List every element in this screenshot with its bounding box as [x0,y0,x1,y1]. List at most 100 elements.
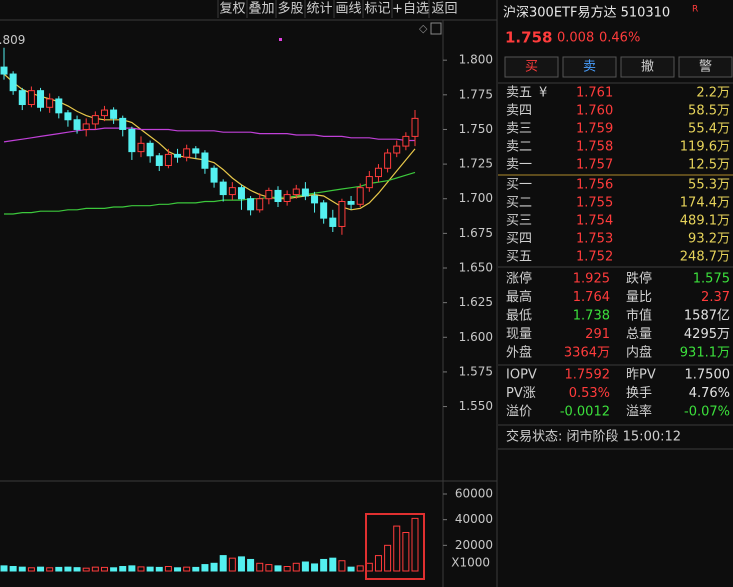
window-icon[interactable] [430,22,442,35]
y-tick-label: 1.550 [459,399,493,413]
stat-value: 4.76% [689,386,730,401]
y-tick-label: 1.600 [459,330,493,344]
candle-body [91,115,99,125]
toolbar-button[interactable]: 复权 [219,1,245,17]
volume-bar [119,566,127,572]
volume-bar [183,566,191,572]
toolbar-button[interactable]: 标记 [364,2,390,17]
candle-body [210,167,218,183]
volume-bar [0,565,8,572]
volume-bar [374,555,382,572]
volume-bar [155,566,163,572]
high-label: 1.809 [0,33,25,47]
diamond-icon[interactable]: ◇ [419,22,428,35]
stat-value: 2.37 [701,290,730,305]
book-label: 买一 [506,178,532,193]
candle-body [0,66,8,75]
volume-tick-label: 20000 [455,538,493,552]
action-button[interactable] [562,56,617,78]
stat-value: 1.738 [573,309,610,324]
stat-label: 跌停 [626,271,652,287]
change: 0.008 [557,31,594,46]
candle-body [256,198,264,211]
volume-bar [82,567,90,572]
action-button-label[interactable]: 撤 [641,59,654,75]
candle-body [274,189,282,203]
candle-body [18,90,26,106]
toolbar-button[interactable]: 多股 [277,1,303,17]
volume-bar [174,567,182,572]
book-label: 卖四 [506,104,532,119]
volume-bar [210,562,218,572]
stat-value: 0.53% [569,386,610,401]
volume-bar [27,567,35,572]
candle-body [265,189,273,200]
volume-bar [237,556,245,572]
toolbar-button[interactable]: +自选 [392,2,429,17]
last-price: 1.758 [505,29,552,47]
volume-bar [274,565,282,572]
candle-body [183,148,191,158]
candle-body [137,142,145,153]
candle-body [164,153,172,166]
stat-value: 1.764 [573,290,610,305]
stat-label: 现量 [506,327,532,342]
action-button-label[interactable]: 买 [525,60,538,75]
action-button-label[interactable]: 卖 [583,60,596,75]
stat-label: 总量 [626,327,652,342]
volume-bar [356,565,364,572]
volume-bar [256,562,264,572]
quote-panel: 沪深300ETF易方达 510310 R 1.758 0.008 0.46% 买 卖 撤 警卖五… [498,5,733,450]
book-volume: 119.6万 [680,140,730,155]
candle-body [46,98,54,108]
action-button-label[interactable]: 警 [699,59,712,75]
action-button[interactable] [620,56,675,78]
toolbar-button[interactable]: 统计 [306,2,332,17]
stat-value: 931.1万 [680,346,730,361]
book-label: 买三 [506,214,532,229]
candle-body [393,145,401,154]
volume-tick-label: 60000 [455,487,493,501]
y-tick-label: 1.750 [459,122,493,136]
candle-body [365,176,373,189]
stat-label: 最高 [506,289,532,305]
volume-bar [283,566,291,572]
book-price: 1.758 [576,140,613,155]
y-tick-label: 1.575 [459,364,493,378]
stat-label: 最低 [506,309,532,324]
action-button[interactable] [504,56,559,78]
candle-body [146,142,154,157]
volume-bar [201,564,209,572]
stat-value: 4295万 [684,327,730,342]
book-volume: 12.5万 [688,158,730,173]
y-tick-label: 1.725 [459,157,493,171]
volume-bar [137,566,145,572]
candle-body [119,117,127,130]
volume-bar [384,544,392,572]
toolbar-button[interactable]: 叠加 [248,2,274,17]
moving-average [3,127,415,143]
book-volume: 55.3万 [688,178,730,193]
book-volume: 2.2万 [696,86,730,101]
candle-body [283,194,291,203]
stat-label: 涨停 [506,271,532,287]
candle-body [201,152,209,169]
volume-bar [301,561,309,572]
volume-tick-label: 40000 [455,512,493,526]
book-label: 卖二 [506,140,532,155]
book-label: 卖三 [506,122,532,137]
toolbar-button[interactable]: 返回 [431,2,457,17]
candle-body [356,187,364,205]
book-label: 买二 [506,196,532,211]
volume-bar [411,517,419,572]
candle-body [237,187,245,200]
book-volume: 489.1万 [680,214,730,229]
toolbar-button[interactable]: 画线 [335,2,361,17]
candle-body [110,109,118,119]
stat-label: PV涨 [506,386,536,401]
book-price: 1.759 [576,122,613,137]
candle-body [347,201,355,205]
action-button[interactable] [678,56,733,78]
stat-label: IOPV [506,368,537,383]
stat-value: 1.7500 [685,368,731,383]
